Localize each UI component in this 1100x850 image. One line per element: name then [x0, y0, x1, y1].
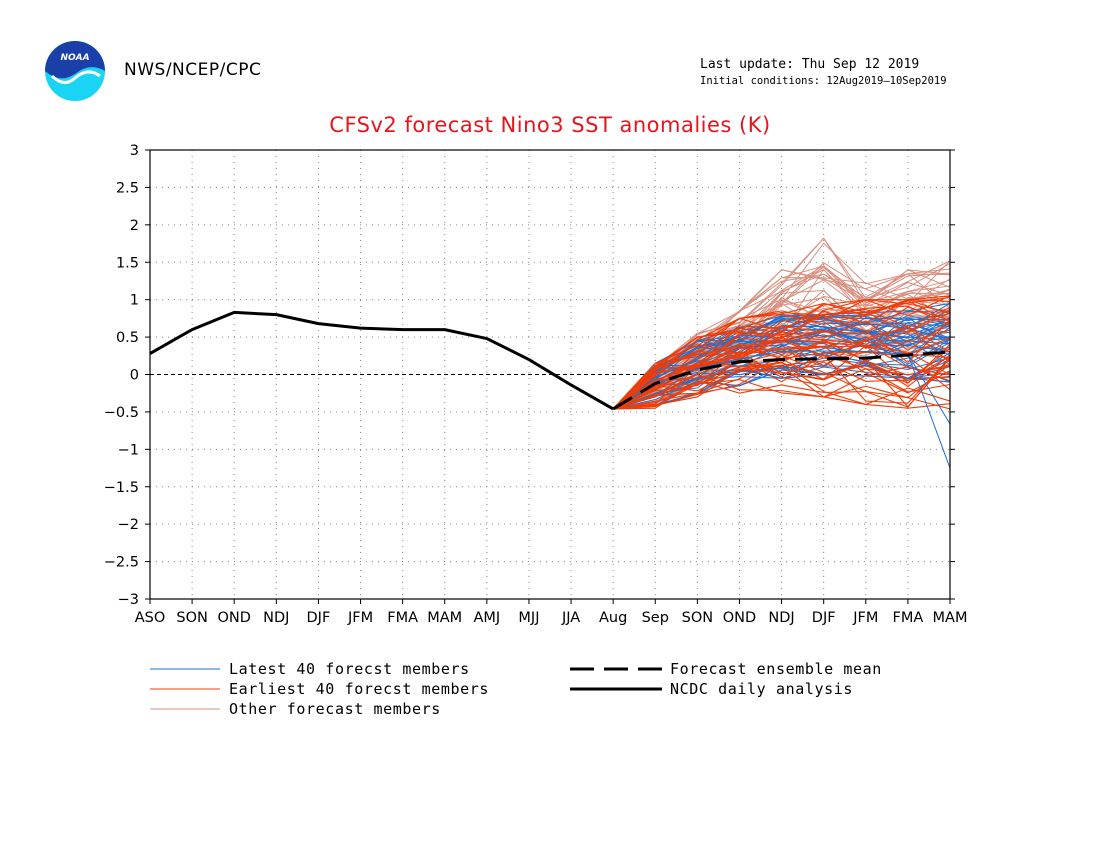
forecast-member-line: [613, 345, 951, 410]
x-tick-label: JJA: [561, 610, 580, 626]
initial-conditions-text: Initial conditions: 12Aug2019–10Sep2019: [700, 75, 947, 87]
forecast-member-line: [612, 315, 951, 410]
forecast-members: [612, 237, 951, 469]
forecast-member-line: [612, 350, 951, 469]
legend-label-latest: Latest 40 forecst members: [229, 660, 470, 678]
x-tick-label: NDJ: [263, 610, 289, 626]
forecast-member-line: [612, 309, 951, 410]
y-tick-label: 3: [130, 143, 139, 159]
y-tick-label: −0.5: [104, 405, 139, 421]
forecast-member-line: [612, 319, 951, 410]
forecast-member-line: [613, 340, 951, 410]
last-update-text: Last update: Thu Sep 12 2019: [700, 57, 920, 72]
x-tick-label: JFM: [852, 610, 878, 626]
ensemble-mean-line: [612, 350, 951, 411]
x-tick-label: SON: [176, 610, 207, 626]
forecast-member-line: [613, 350, 951, 410]
legend-label-mean: Forecast ensemble mean: [670, 660, 882, 678]
legend-label-analysis: NCDC daily analysis: [670, 680, 853, 698]
forecast-member-line: [612, 311, 951, 410]
y-tick-label: 0: [130, 368, 139, 384]
noaa-logo: NOAA: [45, 41, 105, 101]
x-tick-label: OND: [217, 610, 250, 626]
x-tick-label: DJF: [812, 610, 836, 626]
y-tick-label: 0.5: [116, 330, 139, 346]
y-tick-label: −2: [118, 517, 139, 533]
x-tick-label: Aug: [599, 610, 627, 626]
x-tick-label: MJJ: [518, 610, 539, 626]
y-tick-label: 2.5: [116, 180, 139, 196]
y-tick-label: 1: [130, 293, 139, 309]
y-tick-label: −3: [118, 592, 139, 608]
forecast-member-line: [612, 335, 951, 410]
legend-label-earliest: Earliest 40 forecst members: [229, 680, 490, 698]
x-tick-label: DJF: [307, 610, 331, 626]
x-tick-label: MAM: [933, 610, 968, 626]
y-tick-label: −1.5: [104, 480, 139, 496]
forecast-member-line: [612, 308, 951, 410]
x-tick-label: AMJ: [473, 610, 500, 626]
forecast-member-line: [612, 295, 951, 410]
organization-label: NWS/NCEP/CPC: [124, 60, 262, 80]
x-tick-label: ASO: [135, 610, 166, 626]
x-tick-label: Sep: [642, 610, 669, 626]
chart-title: CFSv2 forecast Nino3 SST anomalies (K): [329, 113, 771, 137]
main-series: [149, 310, 951, 411]
forecast-member-line: [612, 344, 951, 410]
x-tick-label: OND: [723, 610, 756, 626]
y-tick-label: −2.5: [104, 555, 139, 571]
x-tick-label: MAM: [427, 610, 462, 626]
x-tick-label: NDJ: [768, 610, 794, 626]
forecast-member-line: [613, 354, 951, 410]
legend-label-other: Other forecast members: [229, 700, 441, 718]
y-tick-label: 2: [130, 218, 139, 234]
forecast-member-line: [612, 295, 951, 410]
y-tick-label: −1: [118, 442, 139, 458]
axis-ticks: 3 2.5 2 1.5 1 0.5 0 −0.5 −1 −1.5 −2 −2.5 −3 ASO SON OND…: [104, 143, 968, 626]
x-tick-label: FMA: [893, 610, 924, 626]
logo-text: NOAA: [60, 53, 89, 63]
x-tick-label: JFM: [347, 610, 373, 626]
x-tick-label: FMA: [387, 610, 418, 626]
ncdc-analysis-line: [149, 310, 614, 411]
forecast-member-line: [612, 306, 951, 410]
legend-swatches: [150, 667, 662, 710]
y-tick-label: 1.5: [116, 255, 139, 271]
forecast-member-line: [612, 300, 951, 410]
x-tick-label: SON: [682, 610, 713, 626]
